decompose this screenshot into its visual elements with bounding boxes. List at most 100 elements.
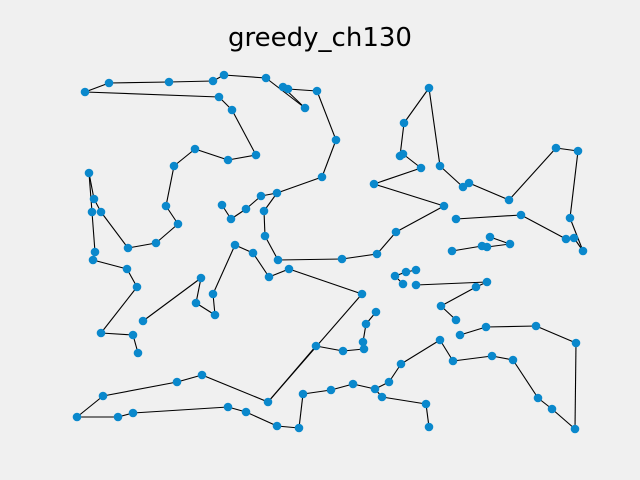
tour-node (485, 232, 495, 242)
tour-node (151, 238, 161, 248)
tour-node (208, 289, 218, 299)
tour-node (72, 412, 82, 422)
tour-edge (569, 150, 579, 219)
tour-edge (452, 355, 493, 362)
tour-node (113, 412, 123, 422)
tour-node (471, 282, 481, 292)
tour-edge (485, 325, 537, 328)
tour-edge (267, 345, 317, 403)
tour-node (161, 201, 171, 211)
tour-node (369, 179, 379, 189)
tour-node (370, 384, 380, 394)
tour-node (377, 392, 387, 402)
tour-node (219, 70, 229, 80)
tour-node (84, 168, 94, 178)
tour-node (273, 255, 283, 265)
tour-node (248, 248, 258, 258)
tour-node (96, 207, 106, 217)
tour-node (481, 322, 491, 332)
tour-node (435, 161, 445, 171)
tour-node (487, 351, 497, 361)
tour-edge (100, 286, 138, 334)
tour-node (98, 391, 108, 401)
tour-node (227, 105, 237, 115)
tour-node (128, 408, 138, 418)
tour-node (80, 87, 90, 97)
tour-edge (321, 139, 337, 178)
tour-node (561, 234, 571, 244)
tour-edge (298, 393, 304, 429)
tour-edge (376, 231, 397, 255)
tour-edge (132, 406, 229, 414)
tour-edge (127, 242, 157, 249)
tour-node (214, 92, 224, 102)
tour-node (504, 195, 514, 205)
tour-node (547, 404, 557, 414)
tour-node (311, 341, 321, 351)
tour-edge (102, 381, 178, 397)
tour-edge (201, 374, 269, 403)
tour-node (173, 219, 183, 229)
tour-edge (88, 172, 93, 213)
tour-edge (287, 88, 318, 92)
tour-edge (373, 183, 445, 207)
tour-node (197, 370, 207, 380)
tour-edge (91, 211, 96, 253)
tour-node (251, 150, 261, 160)
tour-edge (569, 217, 584, 252)
tour-node (565, 213, 575, 223)
tour-edge (574, 342, 577, 430)
tour-node (272, 188, 282, 198)
tour-node (411, 280, 421, 290)
tour-node (326, 385, 336, 395)
tour-edge (403, 87, 430, 124)
tour-edge (252, 252, 270, 278)
tour-node (169, 161, 179, 171)
tour-edge (176, 374, 203, 383)
tour-edge (288, 268, 363, 295)
tour-edge (168, 80, 214, 83)
tour-edge (194, 148, 229, 161)
tour-edge (373, 167, 422, 185)
tour-node (391, 227, 401, 237)
tour-node (256, 191, 266, 201)
tour-node (396, 359, 406, 369)
tour-node (90, 247, 100, 257)
tour-edge (265, 77, 306, 109)
tour-node (223, 402, 233, 412)
tour-node (191, 298, 201, 308)
tour-edge (315, 345, 344, 352)
tour-edge (277, 258, 343, 261)
tour-node (569, 233, 579, 243)
tour-node (278, 82, 288, 92)
tour-edge (142, 277, 202, 322)
tour-edge (316, 90, 337, 141)
tour-node (300, 103, 310, 113)
tour-node (399, 118, 409, 128)
tour-edge (84, 91, 220, 98)
tour-node (458, 182, 468, 192)
tour-node (261, 73, 271, 83)
tour-node (89, 194, 99, 204)
tour-node (482, 242, 492, 252)
tour-node (226, 214, 236, 224)
tour-edge (76, 395, 104, 418)
tour-node (424, 422, 434, 432)
tour-edge (535, 325, 577, 344)
tour-node (421, 399, 431, 409)
tour-node (196, 273, 206, 283)
tour-edge (165, 165, 175, 207)
tour-edge (264, 235, 279, 261)
tour-node (436, 301, 446, 311)
tour-edge (381, 396, 427, 405)
tour-edge (451, 245, 483, 252)
tour-node (390, 271, 400, 281)
tour-node (411, 265, 421, 275)
tour-edge (415, 281, 488, 286)
tour-node (531, 321, 541, 331)
tour-node (133, 348, 143, 358)
tour-node (371, 307, 381, 317)
tour-node (348, 379, 358, 389)
tour-node (482, 277, 492, 287)
tour-node (217, 200, 227, 210)
